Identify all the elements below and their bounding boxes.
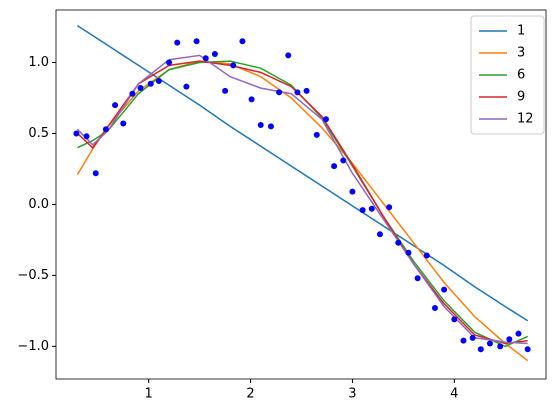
data-point	[303, 87, 310, 94]
data-point	[386, 204, 393, 211]
data-point	[129, 90, 136, 97]
data-point	[257, 121, 264, 128]
data-point	[248, 96, 255, 103]
data-point	[174, 39, 181, 46]
legend-label: 3	[517, 46, 525, 61]
legend-label: 6	[517, 68, 525, 83]
data-point	[524, 346, 531, 353]
fit-line	[76, 60, 529, 362]
data-point	[222, 87, 229, 94]
data-point	[497, 343, 504, 350]
data-point	[193, 38, 200, 45]
legend-label: 9	[517, 90, 525, 105]
data-point	[368, 205, 375, 212]
data-point	[267, 123, 274, 130]
data-point	[414, 275, 421, 282]
fit-line	[76, 24, 529, 322]
legend: 1 3 6 9 12	[470, 15, 545, 135]
data-point	[230, 62, 237, 69]
data-point	[239, 38, 246, 45]
data-point	[376, 231, 383, 238]
data-point	[460, 337, 467, 344]
fit-line	[76, 60, 528, 345]
fit-line	[77, 60, 529, 348]
y-tick-label: 0.0	[28, 197, 49, 212]
data-point	[431, 305, 438, 312]
y-tick-label: −0.5	[17, 268, 49, 283]
data-point	[137, 85, 144, 92]
data-point	[331, 163, 338, 170]
data-point	[155, 77, 162, 84]
y-tick-label: 0.5	[28, 126, 49, 141]
data-point	[441, 286, 448, 293]
x-tick-label: 4	[450, 387, 458, 402]
data-point	[405, 249, 412, 256]
data-point	[73, 130, 80, 137]
data-point	[469, 334, 476, 341]
data-point	[92, 170, 99, 177]
data-point	[359, 207, 366, 214]
data-point	[166, 59, 173, 66]
data-point	[395, 239, 402, 246]
x-tick-label: 2	[246, 387, 254, 402]
data-point	[340, 157, 347, 164]
data-point	[285, 52, 292, 59]
x-tick-label: 3	[348, 387, 356, 402]
data-point	[451, 316, 458, 323]
data-point	[102, 126, 109, 133]
y-tick-label: −1.0	[17, 339, 49, 354]
data-point	[506, 336, 513, 343]
legend-label: 12	[517, 112, 534, 127]
data-point	[211, 50, 218, 57]
data-point	[112, 102, 119, 109]
axes-frame	[55, 9, 547, 380]
data-point	[322, 116, 329, 123]
data-point	[313, 131, 320, 138]
data-point	[147, 80, 154, 87]
data-point	[515, 330, 522, 337]
data-point	[202, 55, 209, 62]
data-point	[486, 340, 493, 347]
data-point	[349, 188, 356, 195]
data-point	[423, 252, 430, 259]
data-point	[276, 89, 283, 96]
x-tick-label: 1	[145, 387, 153, 402]
y-tick-label: 1.0	[28, 55, 49, 70]
legend-label: 1	[517, 24, 525, 39]
data-point	[120, 120, 127, 127]
data-point	[477, 346, 484, 353]
data-point	[83, 133, 90, 140]
data-point	[294, 89, 301, 96]
data-point	[183, 83, 190, 90]
legend-box	[470, 15, 545, 135]
